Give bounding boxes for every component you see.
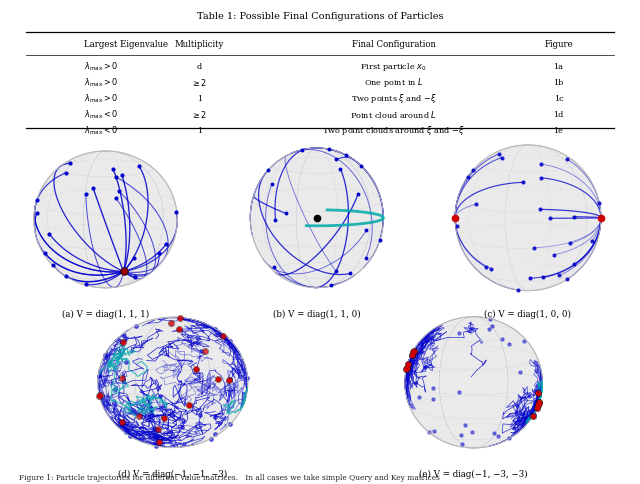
Text: $\geq 2$: $\geq 2$ — [191, 109, 207, 120]
Text: $\lambda_{\max} > 0$: $\lambda_{\max} > 0$ — [84, 92, 119, 105]
Text: Point cloud around $L$: Point cloud around $L$ — [350, 109, 437, 120]
Text: 1: 1 — [196, 94, 202, 103]
Text: Largest Eigenvalue: Largest Eigenvalue — [84, 40, 168, 48]
Text: 1e: 1e — [554, 127, 563, 135]
Text: (e) V = diag(−1, −3, −3): (e) V = diag(−1, −3, −3) — [419, 469, 528, 479]
Text: $\lambda_{\max} > 0$: $\lambda_{\max} > 0$ — [84, 60, 119, 73]
Text: (d) V = diag(−1, −1, −3): (d) V = diag(−1, −1, −3) — [118, 469, 227, 479]
Text: Multiplicity: Multiplicity — [175, 40, 224, 48]
Text: $\lambda_{\max} > 0$: $\lambda_{\max} > 0$ — [84, 76, 119, 89]
Text: d: d — [196, 62, 202, 71]
Text: (a) V = diag(1, 1, 1): (a) V = diag(1, 1, 1) — [62, 310, 149, 319]
Text: $\lambda_{\max} < 0$: $\lambda_{\max} < 0$ — [84, 108, 119, 121]
Text: Table 1: Possible Final Configurations of Particles: Table 1: Possible Final Configurations o… — [196, 12, 444, 21]
Text: One point in $L$: One point in $L$ — [364, 76, 423, 89]
Text: Figure: Figure — [544, 40, 573, 48]
Text: 1b: 1b — [554, 78, 564, 87]
Ellipse shape — [405, 317, 542, 448]
Text: $\lambda_{\max} < 0$: $\lambda_{\max} < 0$ — [84, 124, 119, 137]
Ellipse shape — [34, 151, 177, 288]
Text: First particle $x_0$: First particle $x_0$ — [360, 60, 427, 73]
Ellipse shape — [455, 145, 601, 291]
Text: (b) V = diag(1, 1, 0): (b) V = diag(1, 1, 0) — [273, 310, 361, 319]
Text: Two points $\xi$ and $-\xi$: Two points $\xi$ and $-\xi$ — [351, 92, 436, 105]
Text: $\geq 2$: $\geq 2$ — [191, 77, 207, 88]
Text: 1d: 1d — [554, 111, 564, 119]
Text: Two point clouds around $\xi$ and $-\xi$: Two point clouds around $\xi$ and $-\xi$ — [322, 124, 465, 137]
Text: Figure 1: Particle trajectories for different Value matrices.   In all cases we : Figure 1: Particle trajectories for diff… — [19, 474, 440, 482]
Text: (c) V = diag(1, 0, 0): (c) V = diag(1, 0, 0) — [484, 310, 572, 319]
Text: 1: 1 — [196, 127, 202, 135]
Ellipse shape — [98, 317, 248, 448]
Text: 1a: 1a — [554, 62, 563, 71]
Ellipse shape — [250, 148, 383, 287]
Text: 1c: 1c — [554, 94, 563, 103]
Text: Final Configuration: Final Configuration — [351, 40, 436, 48]
